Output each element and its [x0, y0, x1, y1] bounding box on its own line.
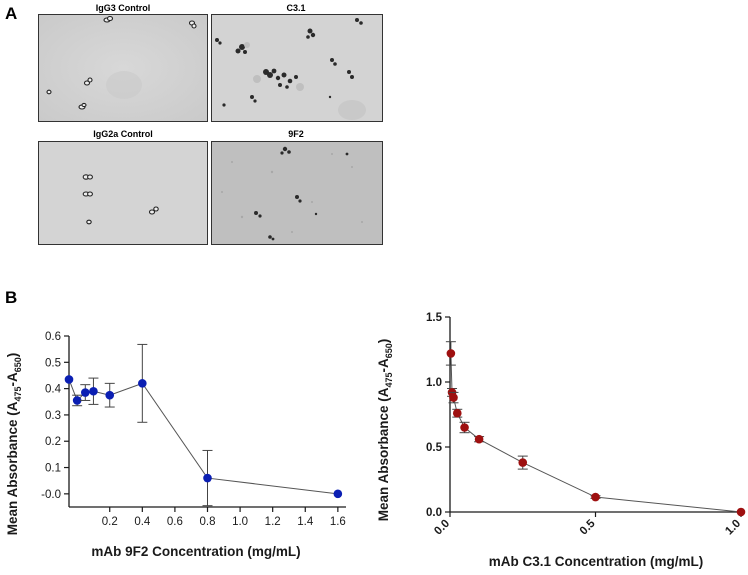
chart-9f2-xlabel: mAb 9F2 Concentration (mg/mL)	[91, 544, 300, 559]
chart-9f2-ylabel: Mean Absorbance (A475-A650)	[5, 353, 23, 536]
x-tick-label: 0.6	[167, 516, 183, 528]
x-tick-label: 0.2	[102, 516, 118, 528]
y-tick-label: 1.0	[426, 377, 442, 389]
y-tick-label: 0.5	[426, 442, 443, 454]
micrograph-title: C3.1	[286, 3, 306, 13]
y-tick-label: -0.0	[41, 489, 61, 501]
data-point	[736, 507, 746, 517]
x-tick-label: 0.0	[432, 518, 452, 538]
x-tick-label: 0.4	[134, 516, 151, 528]
micrograph-igg2a-control	[38, 141, 208, 245]
data-point	[460, 423, 469, 432]
chart-9f2-axes: -0.0 0.1 0.2 0.3 0.4 0.5 0.6 0.2 0.4 0.6 0.8 1.0 1.2…	[41, 331, 346, 528]
x-tick-label: 1.0	[723, 518, 743, 538]
data-point	[474, 434, 484, 444]
data-point	[72, 396, 82, 405]
data-point	[80, 388, 90, 397]
panel-label-a: A	[5, 4, 18, 23]
x-tick-label: 1.6	[330, 516, 346, 528]
y-tick-label: 1.5	[426, 312, 443, 324]
data-point	[449, 393, 458, 402]
y-tick-label: 0.5	[45, 357, 61, 369]
y-tick-label: 0.2	[45, 436, 61, 448]
y-tick-label: 0.4	[45, 384, 62, 396]
y-tick-label: 0.0	[426, 507, 442, 519]
data-point	[446, 349, 456, 358]
y-tick-label: 0.6	[45, 331, 61, 343]
x-tick-label: 0.5	[578, 517, 598, 537]
x-tick-label: 0.8	[200, 516, 216, 528]
micrograph-title: 9F2	[288, 129, 304, 139]
micrograph-igg3-control	[38, 14, 208, 122]
data-point	[105, 390, 115, 400]
data-point	[452, 408, 462, 418]
micrograph-title: IgG3 Control	[95, 3, 151, 13]
data-point	[591, 492, 600, 502]
micrograph-title: IgG2a Control	[93, 129, 153, 139]
y-tick-label: 0.3	[45, 410, 61, 422]
x-tick-label: 1.2	[265, 516, 281, 528]
data-point	[89, 386, 98, 396]
chart-c31-xlabel: mAb C3.1 Concentration (mg/mL)	[489, 554, 704, 569]
x-tick-label: 1.0	[232, 516, 248, 528]
series-line	[450, 353, 742, 513]
data-point	[138, 379, 147, 388]
data-point	[64, 375, 74, 384]
chart-c31-ylabel: Mean Absorbance (A475-A650)	[376, 339, 394, 522]
chart-c31-axes: 0.0 0.5 1.0 1.5 0.0 0.5 1.0	[426, 312, 746, 538]
data-point	[203, 473, 212, 483]
panel-label-b: B	[5, 288, 18, 307]
micrograph-9f2	[211, 141, 383, 245]
data-point	[518, 458, 528, 467]
data-point	[333, 489, 343, 499]
y-tick-label: 0.1	[45, 463, 61, 475]
x-tick-label: 1.4	[297, 516, 314, 528]
micrograph-c31	[211, 14, 383, 122]
